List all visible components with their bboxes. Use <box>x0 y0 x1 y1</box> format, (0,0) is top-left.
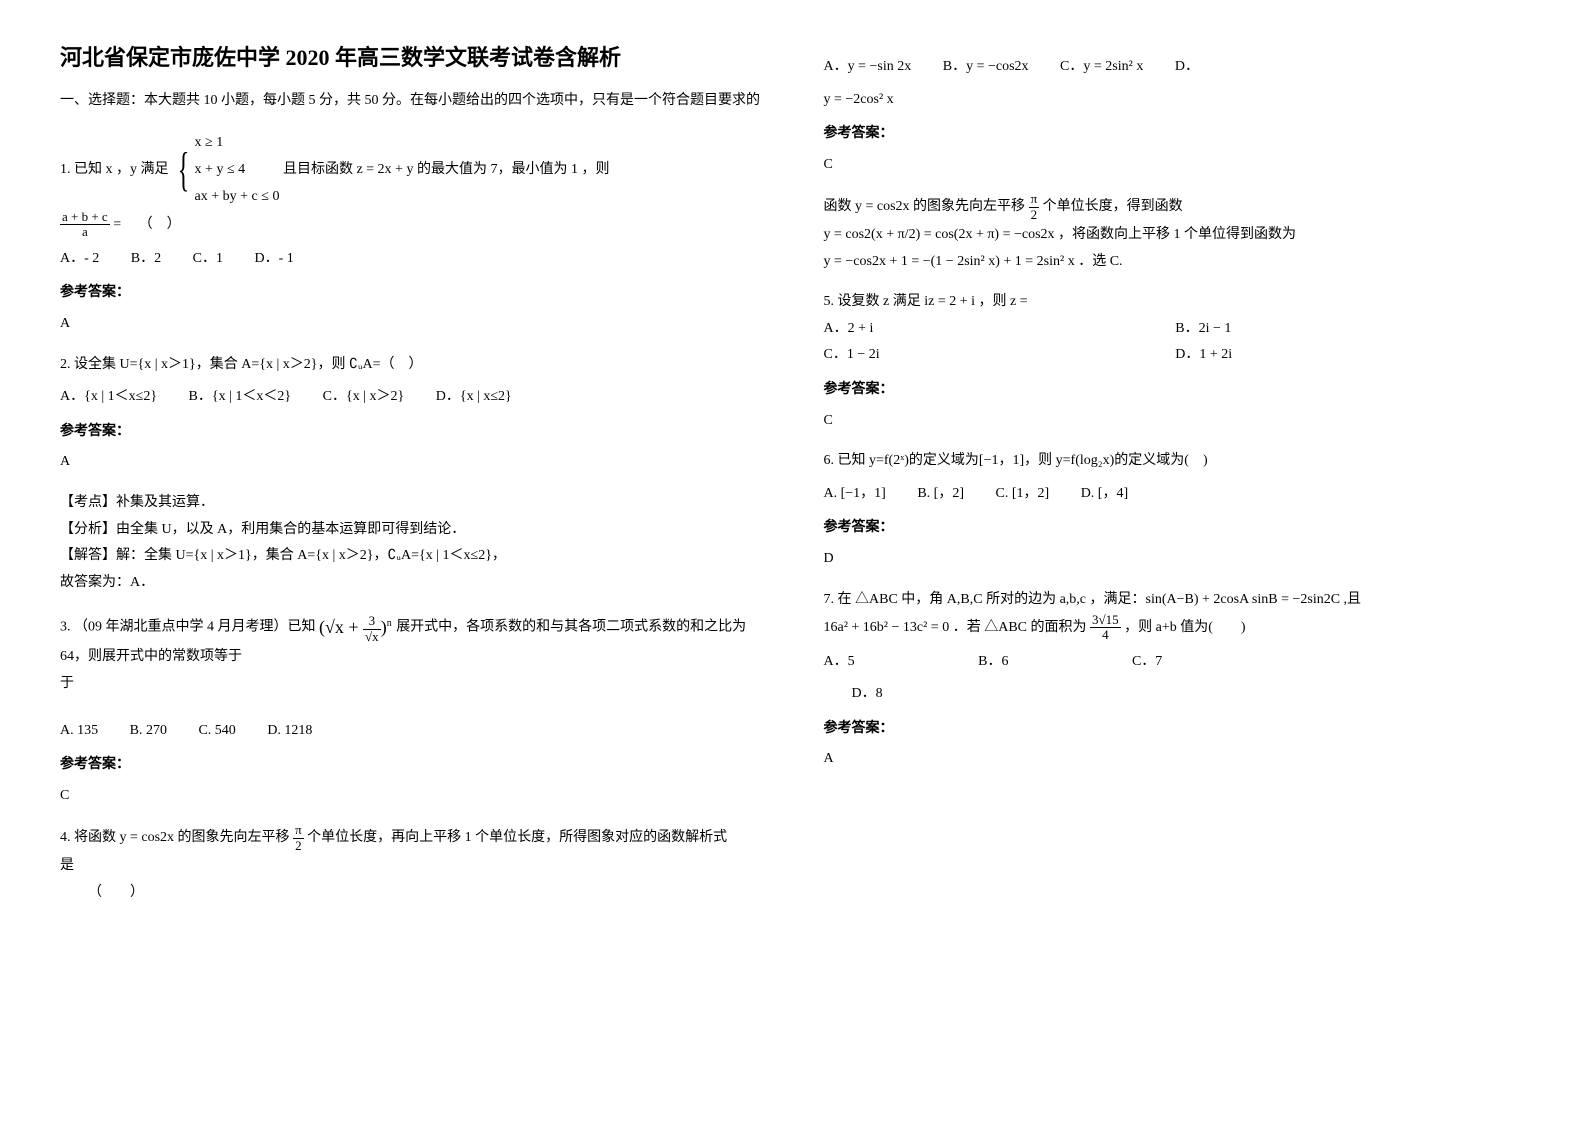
q7-stem-a: 7. 在 △ABC 中，角 A,B,C 所对的边为 a,b,c ，满足：sin(… <box>824 587 1528 614</box>
brace-icon: { <box>178 146 190 194</box>
q5-optC: C．1 − 2i <box>824 342 1176 369</box>
q1-stem-c: = （ ） <box>113 217 180 232</box>
question-1: 1. 已知 x ，y 满足 { x ≥ 1 x + y ≤ 4 ax + by … <box>60 130 764 337</box>
q2-optC: C．{x | x＞2} <box>323 384 405 411</box>
q3-expr: (√x + 3√x)n <box>319 617 396 637</box>
q1-stem-a: 1. 已知 x ，y 满足 <box>60 163 169 178</box>
q1-stem-b: 且目标函数 z = 2x + y 的最大值为 7，最小值为 1 ，则 <box>283 163 610 178</box>
q6-stem: 6. 已知 y=f(2ˣ)的定义域为[−1，1]，则 y=f(log₂x)的定义… <box>824 448 1528 475</box>
q5-stem: 5. 设复数 z 满足 iz = 2 + i ，则 z = <box>824 289 1528 316</box>
q7-ans-label: 参考答案： <box>824 716 1528 743</box>
q2-ans-label: 参考答案： <box>60 419 764 446</box>
q1-case3: ax + by + c ≤ 0 <box>195 184 280 211</box>
q3-stem-cont: 于 <box>60 671 764 698</box>
q5-optB: B．2i − 1 <box>1175 316 1527 343</box>
q7-optB: B．6 <box>978 649 1008 676</box>
q6-optA: A. [−1，1] <box>824 481 886 508</box>
q5-ans-label: 参考答案： <box>824 377 1528 404</box>
q3-optD: D. 1218 <box>267 718 312 745</box>
q1-optC: C．1 <box>193 246 223 273</box>
question-4: 4. 将函数 y = cos2x 的图象先向左平移 π 2 个单位长度，再向上平… <box>60 823 764 906</box>
q2-exp2: 【分析】由全集 U，以及 A，利用集合的基本运算即可得到结论． <box>60 517 764 544</box>
q6-ans: D <box>824 546 1528 573</box>
question-6: 6. 已知 y=f(2ˣ)的定义域为[−1，1]，则 y=f(log₂x)的定义… <box>824 448 1528 572</box>
q1-optA: A．- 2 <box>60 246 99 273</box>
q4-ans-label: 参考答案： <box>824 121 1528 148</box>
q4-optB: B．y = −cos2x <box>943 54 1029 81</box>
q6-optB: B. [，2] <box>917 481 964 508</box>
left-column: 河北省保定市庞佐中学 2020 年高三数学文联考试卷含解析 一、选择题：本大题共… <box>60 40 764 920</box>
q3-ans-label: 参考答案： <box>60 752 764 779</box>
q1-case1: x ≥ 1 <box>195 130 280 157</box>
q2-exp4: 故答案为：A． <box>60 570 764 597</box>
q4-optD: D． <box>1175 54 1199 81</box>
page-columns: 河北省保定市庞佐中学 2020 年高三数学文联考试卷含解析 一、选择题：本大题共… <box>60 40 1527 920</box>
right-column: A．y = −sin 2x B．y = −cos2x C．y = 2sin² x… <box>824 40 1528 920</box>
q1-fraction: a + b + c a <box>60 210 110 240</box>
q2-exp1: 【考点】补集及其运算． <box>60 490 764 517</box>
q2-exp3: 【解答】解：全集 U={x | x＞1}，集合 A={x | x＞2}，∁ᵤA=… <box>60 543 764 570</box>
q2-stem: 2. 设全集 U={x | x＞1}，集合 A={x | x＞2}，则 ∁ᵤA=… <box>60 352 764 379</box>
q1-optD: D．- 1 <box>254 246 293 273</box>
q5-optA: A．2 + i <box>824 316 1176 343</box>
question-5: 5. 设复数 z 满足 iz = 2 + i ，则 z = A．2 + i B．… <box>824 289 1528 434</box>
q3-options: A. 135 B. 270 C. 540 D. 1218 <box>60 718 764 745</box>
q7-ans: A <box>824 746 1528 773</box>
q4-exp2: y = cos2(x + π/2) = cos(2x + π) = −cos2x <box>824 227 1055 242</box>
q4-exp3: y = −cos2x + 1 = −(1 − 2sin² x) + 1 = 2s… <box>824 249 1528 276</box>
section-intro: 一、选择题：本大题共 10 小题，每小题 5 分，共 50 分。在每小题给出的四… <box>60 90 764 112</box>
q4-exp1b: 个单位长度，得到函数 <box>1043 199 1183 214</box>
q6-ans-label: 参考答案： <box>824 515 1528 542</box>
q4-optD2: y = −2cos² x <box>824 87 1528 114</box>
q3-optC: C. 540 <box>198 718 235 745</box>
question-7: 7. 在 △ABC 中，角 A,B,C 所对的边为 a,b,c ，满足：sin(… <box>824 587 1528 774</box>
q6-options: A. [−1，1] B. [，2] C. [1，2] D. [，4] <box>824 481 1528 508</box>
q1-optB: B．2 <box>131 246 161 273</box>
q7-options: A．5 B．6 C．7 <box>824 649 1528 676</box>
q4-ans: C <box>824 152 1528 179</box>
q3-ans: C <box>60 783 764 810</box>
q5-optD: D．1 + 2i <box>1175 342 1527 369</box>
q4-exp1-frac: π 2 <box>1029 192 1040 222</box>
q3-stem-a: 3. （09 年湖北重点中学 4 月月考理）已知 <box>60 620 316 635</box>
q7-optC: C．7 <box>1132 649 1162 676</box>
q4-stem-c: 是 <box>60 853 764 880</box>
q3-optA: A. 135 <box>60 718 98 745</box>
q4-exp2b: ，将函数向上平移 1 个单位得到函数为 <box>1058 227 1296 242</box>
q2-optA: A．{x | 1＜x≤2} <box>60 384 157 411</box>
q6-optC: C. [1，2] <box>996 481 1050 508</box>
q7-optA: A．5 <box>824 649 855 676</box>
page-title: 河北省保定市庞佐中学 2020 年高三数学文联考试卷含解析 <box>60 40 764 72</box>
q3-optB: B. 270 <box>130 718 167 745</box>
q4-stem-a: 4. 将函数 y = cos2x 的图象先向左平移 <box>60 830 290 845</box>
q7-stem-b: 16a² + 16b² − 13c² = 0 ．若 △ABC 的面积为 <box>824 620 1087 635</box>
q6-optD: D. [，4] <box>1081 481 1128 508</box>
q4-blank: （ ） <box>88 880 764 907</box>
q4-optA: A．y = −sin 2x <box>824 54 912 81</box>
q2-optB: B．{x | 1＜x＜2} <box>189 384 292 411</box>
q2-optD: D．{x | x≤2} <box>436 384 512 411</box>
question-4-opts: A．y = −sin 2x B．y = −cos2x C．y = 2sin² x… <box>824 54 1528 275</box>
q1-options: A．- 2 B．2 C．1 D．- 1 <box>60 246 764 273</box>
q7-fraction: 3√15 4 <box>1090 613 1121 643</box>
q7-stem-c: ，则 a+b 值为( ) <box>1124 620 1245 635</box>
q2-options: A．{x | 1＜x≤2} B．{x | 1＜x＜2} C．{x | x＞2} … <box>60 384 764 411</box>
q1-case2: x + y ≤ 4 <box>195 157 280 184</box>
q5-ans: C <box>824 408 1528 435</box>
q7-optD: D．8 <box>852 681 883 708</box>
question-2: 2. 设全集 U={x | x＞1}，集合 A={x | x＞2}，则 ∁ᵤA=… <box>60 352 764 597</box>
q4-exp1a: 函数 y = cos2x 的图象先向左平移 <box>824 199 1026 214</box>
q2-ans: A <box>60 449 764 476</box>
q4-stem-b: 个单位长度，再向上平移 1 个单位长度，所得图象对应的函数解析式 <box>307 830 727 845</box>
question-3: 3. （09 年湖北重点中学 4 月月考理）已知 (√x + 3√x)n 展开式… <box>60 610 764 809</box>
q1-ans-label: 参考答案： <box>60 280 764 307</box>
q1-ans: A <box>60 311 764 338</box>
q4-fraction: π 2 <box>293 823 304 853</box>
q4-optC: C．y = 2sin² x <box>1060 54 1143 81</box>
